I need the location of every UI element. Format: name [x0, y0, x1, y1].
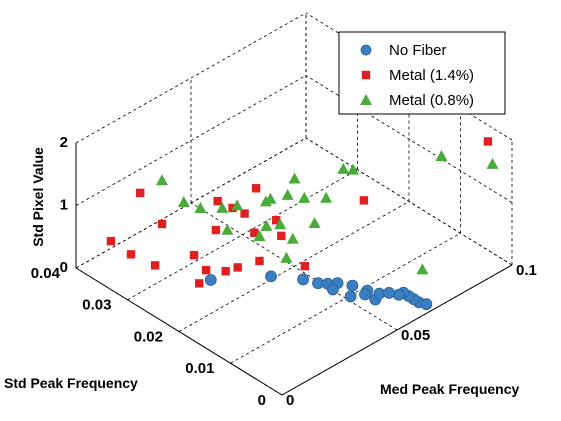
legend-label: Metal (1.4%)	[389, 67, 474, 84]
data-point	[157, 219, 167, 229]
series-square	[106, 137, 493, 288]
data-point	[271, 215, 281, 225]
y-tick-label: 0.03	[82, 297, 111, 314]
x-tick-label: 0.05	[401, 327, 430, 344]
y-axis-label: Std Peak Frequency	[4, 375, 138, 391]
data-point	[156, 174, 168, 186]
data-point	[240, 209, 249, 218]
data-point	[211, 225, 221, 235]
data-point	[221, 223, 234, 235]
data-point	[344, 290, 357, 303]
data-point	[359, 196, 369, 205]
data-point	[383, 287, 396, 299]
data-point	[194, 202, 207, 214]
data-point	[126, 250, 136, 259]
data-point	[286, 232, 299, 244]
x-tick-label: 0	[286, 392, 294, 409]
floor-grid-line	[127, 169, 358, 301]
z-tick-label: 0	[60, 259, 68, 276]
data-point	[231, 199, 244, 211]
data-point	[216, 201, 229, 213]
y-tick-label: 0.04	[31, 265, 61, 282]
data-point	[320, 191, 333, 203]
axis-lines	[75, 143, 513, 396]
data-point	[392, 288, 405, 301]
data-point	[251, 184, 261, 193]
z-tick-label: 2	[60, 134, 68, 151]
legend-marker	[360, 44, 372, 56]
z-tick-label: 1	[60, 196, 68, 213]
data-point	[264, 192, 277, 204]
data-point	[300, 261, 310, 271]
data-point	[221, 267, 230, 276]
data-point	[281, 188, 294, 200]
data-point	[435, 150, 448, 162]
data-point	[347, 163, 360, 175]
data-point	[233, 263, 242, 272]
data-point	[201, 265, 211, 275]
data-point	[337, 162, 350, 174]
data-points	[106, 137, 499, 311]
data-point	[260, 219, 273, 231]
legend-marker	[361, 70, 371, 80]
series-circle	[204, 270, 433, 311]
data-point	[373, 287, 386, 300]
x-axis-line	[281, 264, 513, 396]
data-point	[416, 263, 429, 275]
legend-label: No Fiber	[389, 42, 447, 59]
data-point	[420, 298, 433, 311]
back-wall-grid-line	[75, 137, 307, 269]
data-point	[250, 228, 259, 238]
y-axis-line	[75, 267, 283, 396]
back-wall-grid-line	[75, 12, 307, 144]
legend-marker	[360, 94, 372, 105]
data-point	[288, 172, 301, 184]
series-triangle	[156, 150, 499, 275]
data-point	[189, 251, 199, 260]
side-wall-grid-line	[305, 137, 513, 266]
y-tick-label: 0.01	[185, 360, 214, 377]
data-point	[308, 216, 321, 228]
data-point	[253, 230, 266, 241]
data-point	[150, 261, 160, 270]
z-axis-label: Std Pixel Value	[30, 147, 46, 247]
legend-label: Metal (0.8%)	[389, 92, 474, 109]
data-point	[346, 279, 359, 292]
data-point	[359, 288, 371, 301]
data-point	[255, 256, 264, 266]
data-point	[277, 231, 286, 241]
side-wall-grid-line	[305, 75, 513, 203]
data-point	[280, 251, 293, 263]
y-tick-label: 0	[258, 392, 266, 409]
data-point	[486, 157, 499, 169]
tick-labels: 00.050.100.010.020.030.04 012	[31, 134, 537, 409]
x-axis-label: Med Peak Frequency	[380, 381, 519, 397]
data-point	[265, 270, 277, 283]
data-point	[195, 279, 204, 288]
floor-grid-line	[178, 201, 410, 332]
data-point	[326, 283, 339, 296]
data-point	[177, 195, 190, 207]
data-point	[297, 273, 310, 286]
data-point	[298, 191, 311, 203]
data-point	[136, 188, 145, 198]
data-point	[106, 236, 116, 246]
data-point	[213, 196, 222, 206]
legend: No Fiber Metal (1.4%) Metal (0.8%)	[338, 31, 506, 115]
back-wall-grid-line	[75, 75, 307, 206]
x-tick-label: 0.1	[516, 262, 537, 279]
data-point	[274, 218, 287, 230]
y-tick-label: 0.02	[134, 328, 163, 345]
data-point	[204, 274, 217, 286]
data-point	[483, 137, 493, 146]
data-point	[312, 277, 324, 290]
